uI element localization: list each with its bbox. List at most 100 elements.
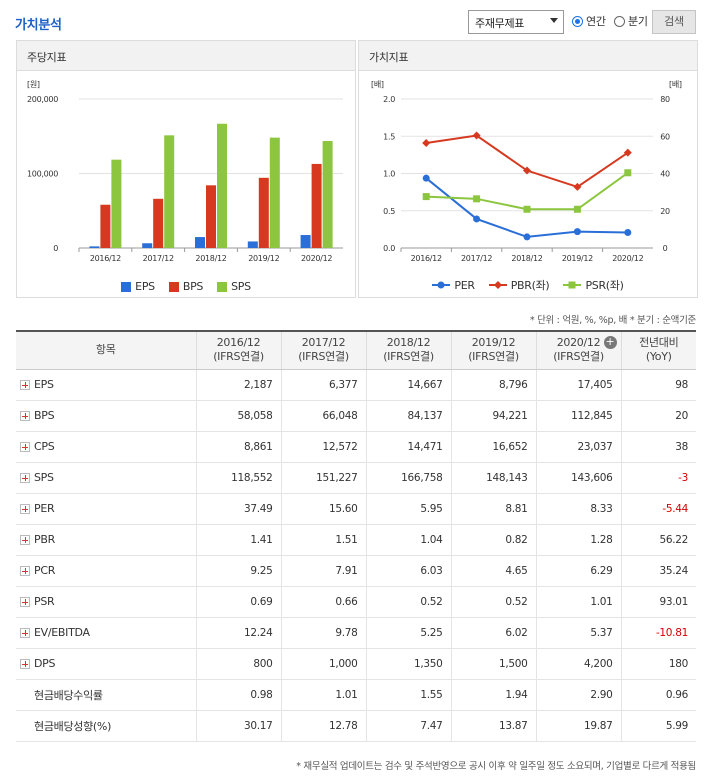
legend-item[interactable]: PBR(좌)	[488, 277, 550, 293]
bar-bps	[258, 177, 269, 248]
point-marker	[624, 228, 632, 236]
row-label-cell[interactable]: PCR	[16, 555, 196, 587]
value-cell: 16,652	[450, 431, 536, 463]
table-row[interactable]: CPS 8,861 12,572 14,471 16,652 23,037 38	[16, 431, 696, 463]
point-marker	[624, 169, 632, 177]
legend-item[interactable]: PSR(좌)	[563, 277, 624, 293]
search-button[interactable]: 검색	[652, 10, 696, 34]
value-cell: 2.90	[535, 679, 621, 711]
value-cell: 0.69	[195, 586, 281, 618]
row-label-cell[interactable]: BPS	[16, 400, 196, 432]
yoy-cell: 98	[620, 369, 696, 401]
value-cell: 19.87	[535, 710, 621, 742]
header-yoy-sub: (YoY)	[645, 350, 672, 364]
expand-plus-icon[interactable]	[20, 473, 30, 483]
row-label-cell: 현금배당성향(%)	[16, 710, 196, 742]
row-label-cell[interactable]: PBR	[16, 524, 196, 556]
row-label-cell[interactable]: PER	[16, 493, 196, 525]
value-cell: 1,350	[365, 648, 451, 680]
value-cell: 14,667	[365, 369, 451, 401]
expand-plus-icon[interactable]	[20, 597, 30, 607]
legend-label: SPS	[231, 280, 251, 293]
legend-item[interactable]: PER	[432, 277, 475, 293]
table-row[interactable]: DPS 800 1,000 1,350 1,500 4,200 180	[16, 648, 696, 680]
row-label-cell[interactable]: PSR	[16, 586, 196, 618]
yoy-cell: 180	[620, 648, 696, 680]
header-basis: (IFRS연결)	[468, 350, 519, 364]
value-cell: 1.55	[365, 679, 451, 711]
row-label-cell[interactable]: EPS	[16, 369, 196, 401]
value-cell: 7.91	[280, 555, 366, 587]
bar-sps	[111, 159, 122, 248]
legend-item[interactable]: SPS	[217, 280, 251, 293]
footnote: * 재무실적 업데이트는 검수 및 주석반영으로 공시 이후 약 일주일 정도 …	[296, 761, 696, 772]
table-row[interactable]: BPS 58,058 66,048 84,137 94,221 112,845 20	[16, 400, 696, 432]
value-cell: 23,037	[535, 431, 621, 463]
row-label-cell[interactable]: DPS	[16, 648, 196, 680]
statement-type-select[interactable]: 주재무제표	[468, 10, 564, 34]
value-cell: 5.25	[365, 617, 451, 649]
legend-item[interactable]: BPS	[168, 280, 203, 293]
table-row: 현금배당수익률 0.98 1.01 1.55 1.94 2.90 0.96	[16, 679, 696, 711]
row-label: EV/EBITDA	[34, 626, 90, 639]
value-cell: 1.01	[535, 586, 621, 618]
value-cell: 94,221	[450, 400, 536, 432]
row-label-cell: 현금배당수익률	[16, 679, 196, 711]
row-label: CPS	[34, 440, 55, 453]
expand-plus-icon[interactable]	[20, 535, 30, 545]
bar-eps	[300, 235, 311, 248]
point-marker	[523, 166, 531, 175]
y-left-axis-label: [배]	[371, 80, 384, 89]
table-row[interactable]: PBR 1.41 1.51 1.04 0.82 1.28 56.22	[16, 524, 696, 556]
radio-annual[interactable]: 연간	[572, 13, 606, 29]
row-label: PBR	[34, 533, 55, 546]
table-row[interactable]: EPS 2,187 6,377 14,667 8,796 17,405 98	[16, 369, 696, 401]
header-year: 2017/12	[301, 336, 346, 350]
expand-plus-icon[interactable]	[20, 411, 30, 421]
y-tick-label: 200,000	[27, 95, 58, 104]
expand-plus-icon[interactable]	[20, 628, 30, 638]
row-label-cell[interactable]: EV/EBITDA	[16, 617, 196, 649]
value-cell: 17,405	[535, 369, 621, 401]
value-cell: 1,000	[280, 648, 366, 680]
x-tick-label: 2018/12	[195, 254, 226, 263]
y-right-tick-label: 40	[660, 170, 670, 179]
add-column-icon[interactable]: +	[603, 336, 617, 349]
expand-plus-icon[interactable]	[20, 442, 30, 452]
legend-item[interactable]: EPS	[121, 280, 155, 293]
expand-plus-icon[interactable]	[20, 659, 30, 669]
table-row[interactable]: PER 37.49 15.60 5.95 8.81 8.33 -5.44	[16, 493, 696, 525]
expand-plus-icon[interactable]	[20, 380, 30, 390]
y-right-tick-label: 0	[663, 244, 668, 253]
table-row[interactable]: SPS 118,552 151,227 166,758 148,143 143,606 -3	[16, 462, 696, 494]
value-cell: 1.01	[280, 679, 366, 711]
radio-quarter[interactable]: 분기	[614, 13, 648, 29]
row-label-cell[interactable]: CPS	[16, 431, 196, 463]
table-row[interactable]: PCR 9.25 7.91 6.03 4.65 6.29 35.24	[16, 555, 696, 587]
row-label: EPS	[34, 378, 54, 391]
x-tick-label: 2019/12	[248, 254, 279, 263]
table-row[interactable]: EV/EBITDA 12.24 9.78 5.25 6.02 5.37 -10.81	[16, 617, 696, 649]
value-cell: 15.60	[280, 493, 366, 525]
bar-eps	[142, 243, 153, 248]
bar-sps	[164, 135, 175, 248]
legend-swatch	[432, 281, 451, 289]
row-label: PER	[34, 502, 55, 515]
bar-eps	[195, 237, 205, 248]
row-label-cell[interactable]: SPS	[16, 462, 196, 494]
y-left-tick-label: 1.0	[383, 170, 395, 179]
value-cell: 12.24	[195, 617, 281, 649]
row-label: 현금배당성향(%)	[34, 719, 112, 733]
value-cell: 12,572	[280, 431, 366, 463]
value-cell: 151,227	[280, 462, 366, 494]
header-year-col: 2016/12 (IFRS연결)	[195, 331, 281, 370]
table-row[interactable]: PSR 0.69 0.66 0.52 0.52 1.01 93.01	[16, 586, 696, 618]
radio-annual-label: 연간	[586, 15, 606, 28]
header-yoy: 전년대비 (YoY)	[620, 331, 696, 370]
point-marker	[473, 195, 481, 203]
expand-plus-icon[interactable]	[20, 504, 30, 514]
bar-chart-legend: EPS BPS SPS	[17, 280, 355, 293]
value-cell: 143,606	[535, 462, 621, 494]
expand-plus-icon[interactable]	[20, 566, 30, 576]
value-cell: 0.82	[450, 524, 536, 556]
